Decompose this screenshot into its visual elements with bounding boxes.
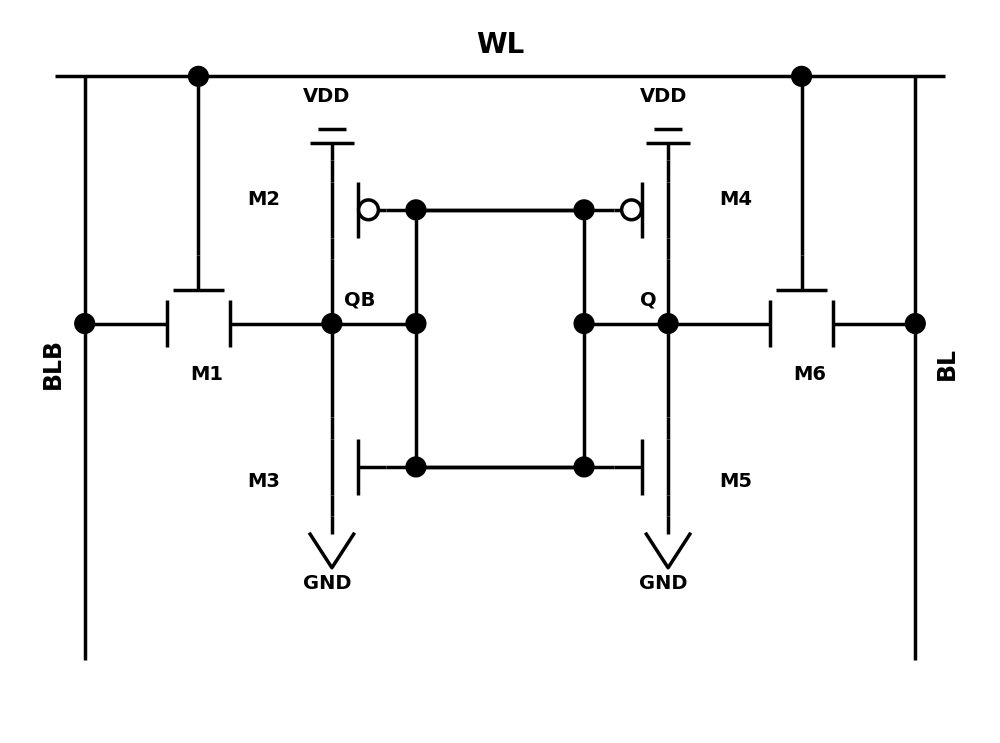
Text: Q: Q — [640, 291, 656, 310]
Circle shape — [322, 314, 342, 334]
Circle shape — [658, 314, 678, 334]
Text: BL: BL — [935, 346, 959, 380]
Circle shape — [406, 200, 426, 220]
Circle shape — [792, 66, 811, 86]
Text: VDD: VDD — [639, 87, 687, 106]
Circle shape — [574, 200, 594, 220]
Circle shape — [574, 314, 594, 334]
Circle shape — [189, 66, 208, 86]
Text: M4: M4 — [720, 190, 753, 210]
Circle shape — [905, 314, 925, 334]
Text: WL: WL — [476, 30, 524, 59]
Text: QB: QB — [344, 291, 375, 310]
Text: GND: GND — [303, 574, 351, 593]
Circle shape — [574, 457, 594, 477]
Circle shape — [622, 200, 641, 220]
Text: BLB: BLB — [41, 337, 65, 389]
Circle shape — [359, 200, 378, 220]
Text: M3: M3 — [248, 473, 280, 491]
Text: M6: M6 — [793, 365, 826, 384]
Text: GND: GND — [639, 574, 687, 593]
Text: M1: M1 — [190, 365, 223, 384]
Text: M5: M5 — [720, 473, 753, 491]
Circle shape — [406, 457, 426, 477]
Circle shape — [75, 314, 95, 334]
Text: VDD: VDD — [303, 87, 351, 106]
Text: M2: M2 — [247, 190, 280, 210]
Circle shape — [406, 314, 426, 334]
